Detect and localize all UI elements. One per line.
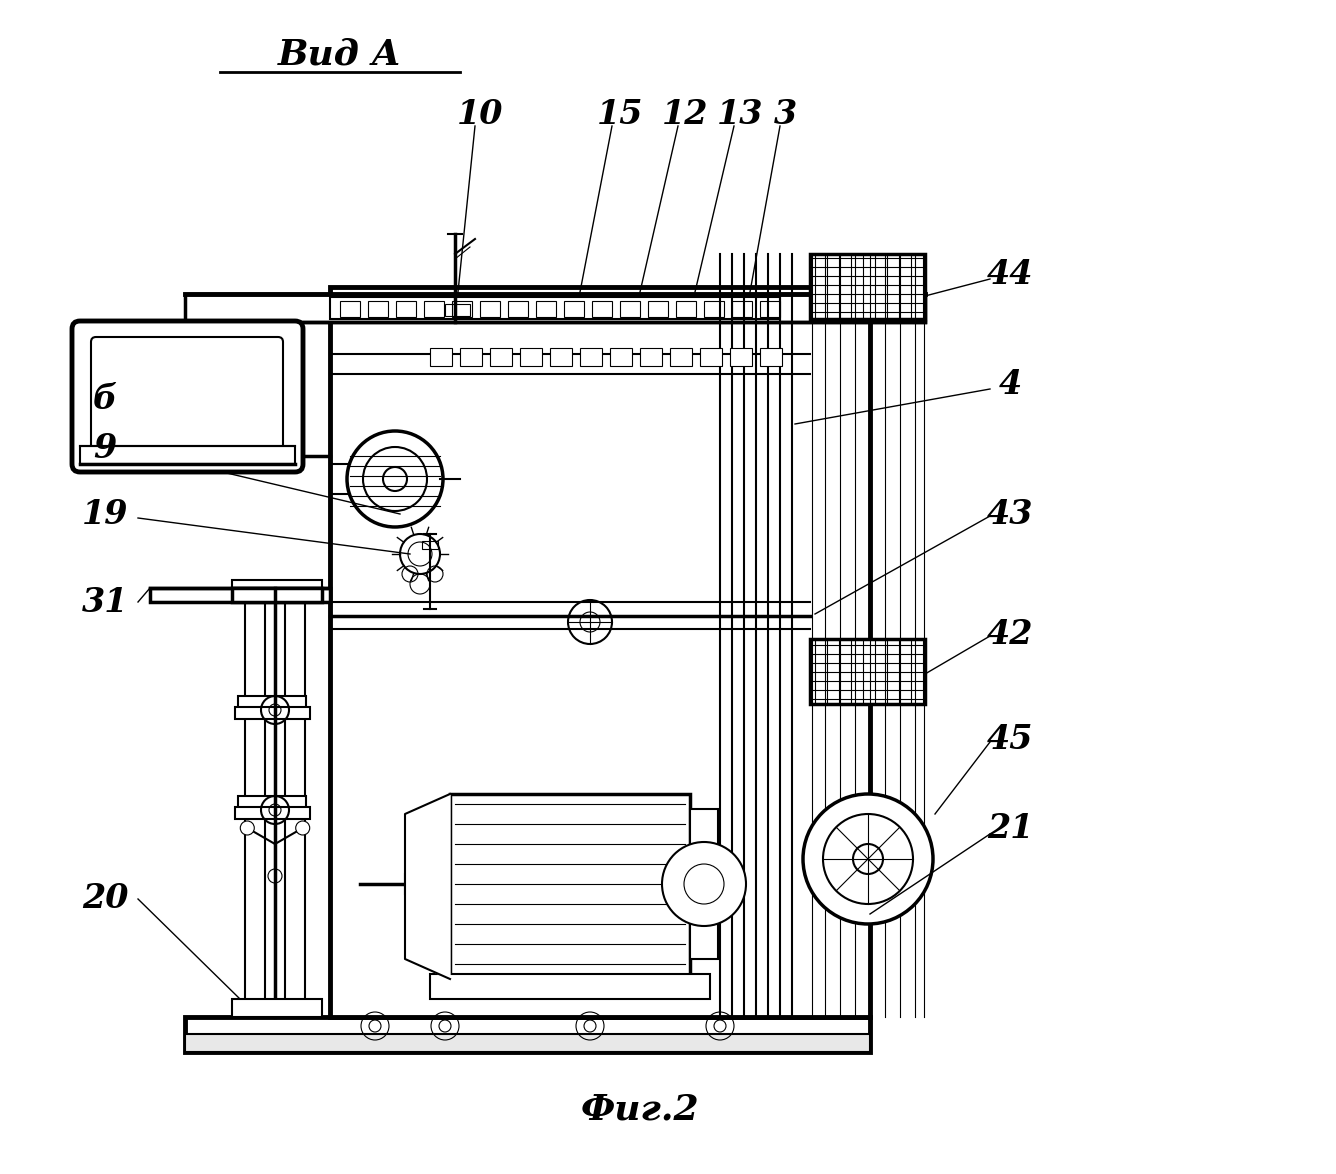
Bar — [232, 999, 322, 1017]
Bar — [367, 301, 387, 317]
Circle shape — [440, 1020, 452, 1032]
Bar — [480, 301, 500, 317]
Bar — [235, 707, 310, 718]
Bar — [508, 301, 528, 317]
Text: 13: 13 — [716, 97, 763, 130]
Text: б: б — [94, 383, 118, 416]
Polygon shape — [405, 794, 450, 979]
Bar — [810, 254, 925, 319]
Bar — [184, 294, 925, 322]
Bar — [232, 588, 322, 602]
Bar — [235, 807, 310, 819]
FancyBboxPatch shape — [72, 321, 303, 472]
Bar — [232, 580, 322, 588]
Bar — [490, 348, 512, 366]
Text: 42: 42 — [987, 618, 1033, 650]
Text: 4: 4 — [998, 367, 1022, 400]
Bar — [669, 348, 692, 366]
Bar — [760, 301, 780, 317]
Text: Вид А: Вид А — [278, 38, 402, 70]
Bar — [430, 348, 452, 366]
Bar — [760, 348, 782, 366]
Text: 43: 43 — [987, 498, 1033, 531]
Bar — [611, 348, 632, 366]
Bar — [405, 873, 413, 893]
Bar — [430, 974, 709, 999]
Bar — [150, 588, 330, 602]
FancyBboxPatch shape — [91, 337, 283, 457]
Circle shape — [347, 431, 444, 527]
Bar — [689, 809, 717, 959]
Circle shape — [240, 821, 254, 835]
Bar — [330, 286, 870, 1017]
Circle shape — [363, 447, 428, 511]
Bar — [704, 301, 724, 317]
Bar — [422, 541, 438, 549]
Bar — [445, 304, 470, 316]
Circle shape — [713, 1020, 725, 1032]
Bar — [238, 796, 306, 814]
Circle shape — [269, 869, 282, 883]
Bar — [729, 348, 752, 366]
Bar — [238, 696, 306, 714]
Bar — [339, 301, 359, 317]
Bar — [395, 301, 415, 317]
Bar — [330, 297, 780, 319]
Bar — [550, 348, 572, 366]
Bar — [640, 348, 663, 366]
Bar — [184, 1034, 870, 1052]
Bar — [732, 301, 752, 317]
Text: 31: 31 — [81, 586, 128, 619]
Text: 15: 15 — [597, 97, 643, 130]
Text: 10: 10 — [457, 97, 504, 130]
Text: 19: 19 — [81, 498, 128, 531]
Circle shape — [803, 794, 933, 924]
Circle shape — [823, 814, 912, 904]
Text: 3: 3 — [774, 97, 796, 130]
Bar — [536, 301, 556, 317]
Bar — [700, 348, 721, 366]
Bar — [580, 348, 603, 366]
Circle shape — [369, 1020, 381, 1032]
Bar — [424, 301, 444, 317]
Circle shape — [584, 1020, 596, 1032]
Bar — [450, 794, 689, 979]
Circle shape — [295, 821, 310, 835]
Text: Фиг.2: Фиг.2 — [581, 1092, 699, 1126]
Text: 21: 21 — [987, 812, 1033, 845]
Bar — [520, 348, 542, 366]
Text: 44: 44 — [987, 257, 1033, 290]
Bar — [564, 301, 584, 317]
Text: 45: 45 — [987, 722, 1033, 756]
Bar — [676, 301, 696, 317]
Bar — [592, 301, 612, 317]
Bar — [184, 1017, 870, 1052]
Circle shape — [663, 842, 745, 926]
Bar — [620, 301, 640, 317]
Text: 12: 12 — [661, 97, 708, 130]
Bar — [80, 446, 295, 464]
Bar — [452, 301, 472, 317]
Bar — [648, 301, 668, 317]
Text: 20: 20 — [81, 883, 128, 916]
Text: 9: 9 — [94, 432, 116, 465]
Bar — [460, 348, 482, 366]
Bar — [810, 639, 925, 704]
